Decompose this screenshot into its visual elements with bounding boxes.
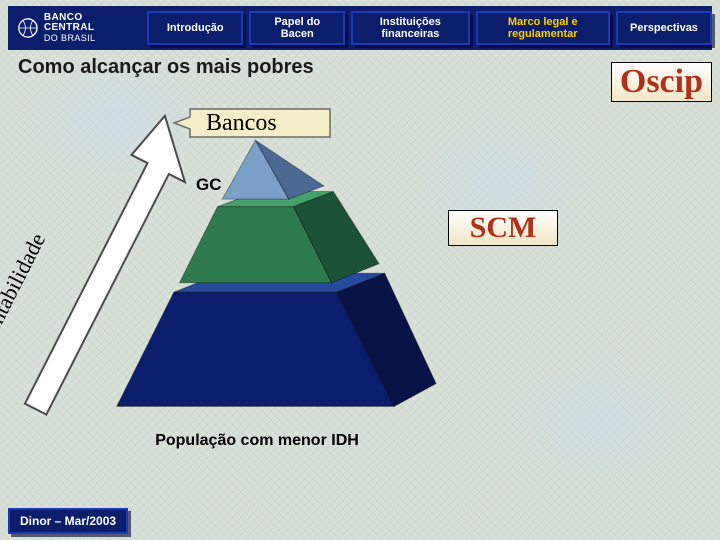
badge-scm: SCM <box>448 210 558 246</box>
footer-caption: Dinor – Mar/2003 <box>8 508 128 534</box>
logo-line2: DO BRASIL <box>44 34 127 43</box>
logo: BANCO CENTRAL DO BRASIL <box>8 6 137 50</box>
gc-label: GC <box>196 175 222 195</box>
topbar: BANCO CENTRAL DO BRASIL Introdução Papel… <box>8 6 712 50</box>
tab-perspectivas[interactable]: Perspectivas <box>616 11 712 45</box>
tab-instituicoes[interactable]: Instituições financeiras <box>351 11 469 45</box>
population-label: População com menor IDH <box>152 432 362 450</box>
rentabilidade-arrow-icon <box>18 96 193 446</box>
page-subtitle: Como alcançar os mais pobres <box>18 56 314 79</box>
bcb-logo-icon <box>18 17 38 39</box>
logo-text: BANCO CENTRAL DO BRASIL <box>44 13 127 43</box>
nav-tabs: Introdução Papel do Bacen Instituições f… <box>147 6 712 50</box>
logo-line1: BANCO CENTRAL <box>44 12 95 34</box>
badge-oscip: Oscip <box>611 62 712 102</box>
tab-marco-legal[interactable]: Marco legal e regulamentar <box>476 11 611 45</box>
tab-introducao[interactable]: Introdução <box>147 11 243 45</box>
tab-papel-bacen[interactable]: Papel do Bacen <box>249 11 345 45</box>
